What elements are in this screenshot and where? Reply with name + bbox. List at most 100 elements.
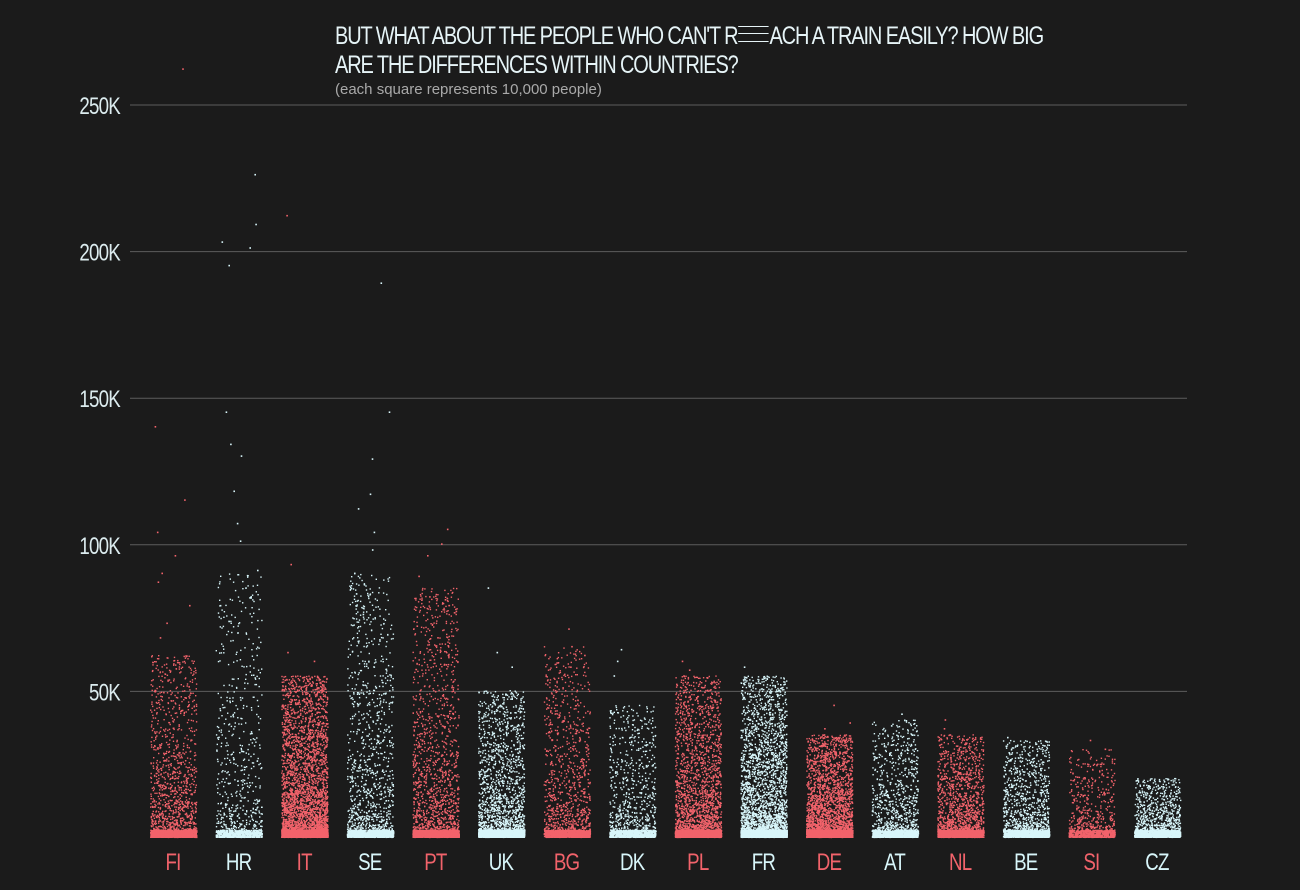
data-point — [188, 798, 191, 800]
data-point — [171, 818, 174, 820]
data-point — [158, 752, 160, 755]
data-point — [170, 714, 172, 717]
data-point — [168, 802, 170, 804]
data-point — [259, 718, 262, 720]
data-point — [159, 825, 161, 827]
data-point — [158, 675, 160, 678]
data-point — [249, 733, 252, 735]
data-point — [159, 807, 162, 809]
data-point — [195, 830, 197, 833]
data-point — [243, 766, 246, 768]
data-point — [244, 826, 246, 828]
data-point — [236, 804, 239, 806]
data-point — [181, 807, 184, 809]
data-point — [153, 822, 156, 824]
data-point — [155, 736, 157, 738]
data-point — [154, 426, 157, 428]
data-point — [228, 774, 231, 776]
data-point — [232, 833, 235, 836]
data-point — [252, 827, 254, 829]
data-point — [172, 835, 175, 838]
data-point — [191, 794, 193, 796]
data-point — [291, 747, 293, 749]
data-point — [180, 836, 183, 838]
data-point — [259, 787, 261, 789]
data-point — [258, 836, 260, 838]
data-point — [152, 669, 154, 672]
data-point — [217, 726, 220, 729]
data-point — [174, 824, 177, 826]
data-point — [215, 826, 218, 828]
data-point — [172, 809, 174, 812]
data-point — [162, 831, 165, 834]
data-point — [217, 833, 219, 835]
data-point — [239, 825, 241, 827]
data-point — [150, 709, 152, 711]
data-point — [153, 740, 155, 742]
data-point — [154, 828, 156, 831]
data-point — [153, 801, 155, 803]
data-point — [218, 717, 220, 719]
data-point — [178, 798, 180, 801]
data-point — [183, 782, 186, 784]
data-point — [161, 793, 163, 795]
data-point — [164, 830, 167, 832]
data-point — [316, 803, 319, 805]
data-point — [222, 770, 224, 772]
data-point — [156, 531, 159, 534]
data-point — [230, 816, 232, 818]
data-point — [233, 758, 235, 760]
data-point — [158, 702, 160, 704]
data-point — [241, 835, 244, 837]
data-point — [175, 790, 178, 793]
data-point — [161, 680, 164, 683]
data-point — [152, 832, 155, 834]
data-point — [295, 699, 298, 701]
data-point — [150, 830, 153, 832]
data-point — [154, 731, 156, 733]
data-point — [188, 801, 190, 803]
data-point — [221, 781, 223, 783]
data-point — [178, 830, 181, 832]
data-point — [185, 805, 187, 808]
data-point — [312, 799, 314, 801]
data-point — [258, 835, 261, 837]
data-point — [154, 661, 156, 663]
data-point — [314, 780, 317, 782]
data-point — [184, 773, 186, 776]
data-point — [220, 835, 223, 838]
data-point — [239, 696, 242, 699]
data-point — [292, 799, 294, 801]
data-point — [173, 778, 176, 780]
data-point — [155, 830, 158, 833]
data-point — [157, 833, 160, 836]
data-point — [226, 772, 228, 774]
data-point — [164, 752, 167, 755]
data-point — [194, 817, 196, 819]
data-point — [287, 692, 289, 694]
data-point — [227, 691, 229, 693]
data-point — [234, 771, 236, 773]
data-point — [179, 834, 182, 837]
data-point — [169, 835, 171, 837]
data-point — [307, 818, 310, 820]
data-point — [281, 812, 283, 814]
data-point — [175, 822, 177, 825]
data-point — [160, 769, 163, 771]
data-point — [167, 744, 169, 746]
data-point — [226, 700, 228, 702]
data-point — [220, 818, 222, 820]
data-point — [224, 804, 227, 806]
data-point — [250, 739, 252, 741]
data-point — [190, 793, 192, 796]
data-point — [183, 810, 185, 812]
data-point — [191, 660, 193, 662]
data-point — [190, 814, 192, 816]
data-point — [314, 714, 317, 716]
data-point — [162, 810, 164, 813]
data-point — [292, 771, 295, 773]
data-point — [327, 739, 329, 741]
data-point — [167, 680, 169, 682]
data-point — [187, 807, 189, 809]
data-point — [246, 705, 248, 708]
